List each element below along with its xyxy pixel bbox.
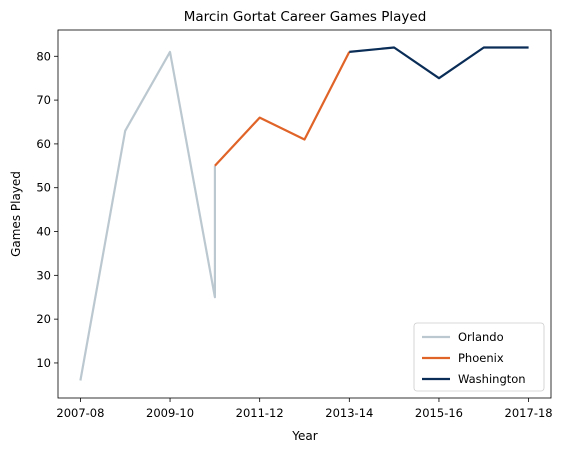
y-axis-label: Games Played <box>9 171 23 257</box>
plot-lines <box>79 46 529 381</box>
series-line-phoenix <box>214 51 351 167</box>
legend-label-washington: Washington <box>458 372 526 386</box>
x-tick-label: 2015-16 <box>415 406 463 420</box>
x-tick-label: 2017-18 <box>505 406 553 420</box>
y-tick-label: 50 <box>36 181 51 195</box>
y-axis: 10 20 30 40 50 60 70 80 <box>36 49 58 370</box>
series-line-washington <box>349 46 529 80</box>
x-tick-label: 2009-10 <box>146 406 194 420</box>
legend-label-phoenix: Phoenix <box>458 351 504 365</box>
x-tick-label: 2007-08 <box>56 406 104 420</box>
x-axis: 2007-08 2009-10 2011-12 2013-14 2015-16 2017-… <box>56 398 553 420</box>
legend: Orlando Phoenix Washington <box>413 322 545 392</box>
plot-frame <box>57 29 552 399</box>
series-line-orlando <box>79 50 216 381</box>
y-tick-label: 80 <box>36 49 51 63</box>
y-tick-label: 40 <box>36 225 51 239</box>
legend-label-orlando: Orlando <box>458 330 504 344</box>
x-tick-label: 2013-14 <box>325 406 373 420</box>
chart-title: Marcin Gortat Career Games Played <box>184 9 427 25</box>
legend-box <box>413 322 545 392</box>
x-tick-label: 2011-12 <box>236 406 284 420</box>
x-axis-label: Year <box>291 429 317 443</box>
y-tick-label: 70 <box>36 93 51 107</box>
y-tick-label: 20 <box>36 312 51 326</box>
y-tick-label: 10 <box>36 356 51 370</box>
y-tick-label: 30 <box>36 268 51 282</box>
y-tick-label: 60 <box>36 137 51 151</box>
